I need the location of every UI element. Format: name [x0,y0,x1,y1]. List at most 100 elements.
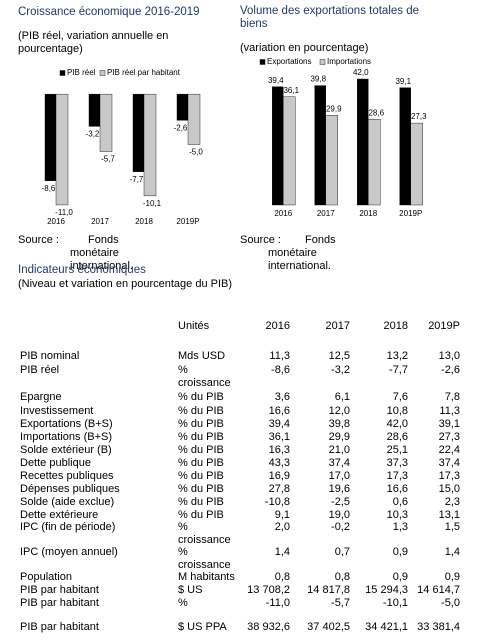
legend-label: Exportations [267,57,311,66]
x-tick-label: 2016 [274,209,292,218]
unit-cell: % du PIB [178,470,224,482]
row-label: PIB réel [20,364,60,376]
value-cell: 17,3 [386,470,408,482]
value-cell: 16,6 [386,483,408,495]
value-cell: 1,4 [274,546,290,558]
row-label: Solde (aide exclue) [20,496,115,508]
value-cell: 13 708,2 [247,584,290,596]
bar [314,85,326,206]
value-cell: 10,8 [386,405,408,417]
value-cell: 37,3 [386,457,408,469]
table-subtitle: (Niveau et variation en pourcentage du P… [18,278,233,290]
unit-cell: % du PIB [178,444,224,456]
value-cell: 25,1 [386,444,408,456]
value-cell: 0,9 [392,546,408,558]
value-cell: 0,8 [334,571,350,583]
value-label: -5,7 [101,155,115,164]
value-cell: 15,0 [438,483,460,495]
chart-subtitle: (variation en pourcentage) [240,42,369,54]
value-cell: 13,0 [438,350,460,362]
unit-cell: % du PIB [178,483,224,495]
bar [176,93,189,121]
value-cell: -3,2 [331,364,350,376]
value-label: 29,9 [326,104,342,113]
x-tick-label: 2019P [176,217,199,226]
value-cell: -8,6 [271,364,290,376]
value-cell: 7,6 [392,391,408,403]
bar [357,78,369,206]
unit-cell: % du PIB [178,457,224,469]
value-cell: 42,0 [386,418,408,430]
value-cell: -2,6 [441,364,460,376]
source-text: Fonds monétaire international. [70,234,133,272]
value-label: 39,8 [310,75,326,84]
value-cell: 13,2 [386,350,408,362]
unit-cell: Mds USD [178,350,226,362]
value-label: 28,6 [368,108,384,117]
value-cell: 0,6 [392,496,408,508]
unit-cell: % du PIB [178,496,224,508]
value-cell: 11,3 [269,350,290,362]
value-cell: 39,1 [438,418,460,430]
value-cell: 2,0 [274,521,290,533]
value-cell: 17,0 [328,470,350,482]
value-label: -2,6 [174,123,188,132]
value-cell: -10,1 [382,597,408,609]
header-cell: 2018 [383,320,408,332]
legend-swatch [99,70,106,76]
header-cell: 2017 [325,320,350,332]
value-label: -8,6 [42,184,56,193]
bar [143,93,157,197]
value-cell: 37,4 [438,457,460,469]
value-cell: 19,0 [328,509,350,521]
value-cell: 34 421,1 [365,621,408,633]
row-label: Epargne [20,391,62,403]
value-cell: 28,6 [386,431,408,443]
row-label: Dépenses publiques [20,483,120,495]
row-label: IPC (moyen annuel) [20,546,118,558]
row-label: Exportations (B+S) [20,418,113,430]
bar [325,115,338,206]
value-label: 39,1 [395,77,411,86]
value-cell: -10,8 [264,496,290,508]
chart: PIB réel -8,6 -3,2 -7,7 -2,6 PIB réel par hab… [42,68,204,226]
source-text: Fonds monétaire international. [268,234,336,272]
value-cell: 16,6 [268,405,290,417]
value-label: -3,2 [86,129,100,138]
bar [132,93,145,172]
unit-cell: % du PIB [178,418,224,430]
value-cell: -7,7 [389,364,408,376]
chart-title: Volume des exportations totales de biens [240,5,420,30]
bar [88,93,101,127]
value-cell: 0,9 [444,571,460,583]
value-cell: 16,3 [268,444,290,456]
legend-label: PIB réel par habitant [107,68,181,77]
value-cell: 38 932,6 [247,621,290,633]
value-cell: 12,5 [328,350,350,362]
value-cell: 14 614,7 [417,584,460,596]
header-cell: Unités [178,320,210,332]
value-cell: -11,0 [265,597,290,609]
value-label: 42,0 [353,68,369,77]
value-label: -5,0 [189,148,203,157]
bar [410,122,423,206]
value-cell: 0,9 [392,571,408,583]
row-label: Solde extérieur (B) [20,444,112,456]
x-tick-label: 2017 [91,217,109,226]
value-cell: 2,3 [444,496,460,508]
row-label: PIB par habitant [20,597,99,609]
value-label: -11,0 [55,208,73,217]
row-label: PIB nominal [20,350,80,362]
value-cell: 27,3 [438,431,460,443]
legend-swatch [59,70,66,76]
value-cell: 11,3 [439,405,460,417]
table-title: Indicateurs économiques [18,264,146,276]
value-cell: 1,5 [444,521,460,533]
value-label: 36,1 [283,86,299,95]
value-cell: 7,8 [444,391,460,403]
value-cell: 43,3 [268,457,290,469]
value-cell: 29,9 [328,431,350,443]
value-cell: 16,9 [268,470,290,482]
value-cell: 1,4 [444,546,460,558]
value-cell: 37 402,5 [307,621,350,633]
